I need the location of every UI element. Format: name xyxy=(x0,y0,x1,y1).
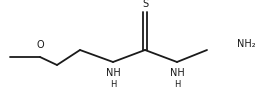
Text: O: O xyxy=(36,40,44,50)
Text: H: H xyxy=(174,80,180,88)
Text: H: H xyxy=(110,80,116,88)
Text: S: S xyxy=(142,0,148,9)
Text: NH: NH xyxy=(170,68,184,78)
Text: NH₂: NH₂ xyxy=(237,39,256,49)
Text: NH: NH xyxy=(106,68,120,78)
